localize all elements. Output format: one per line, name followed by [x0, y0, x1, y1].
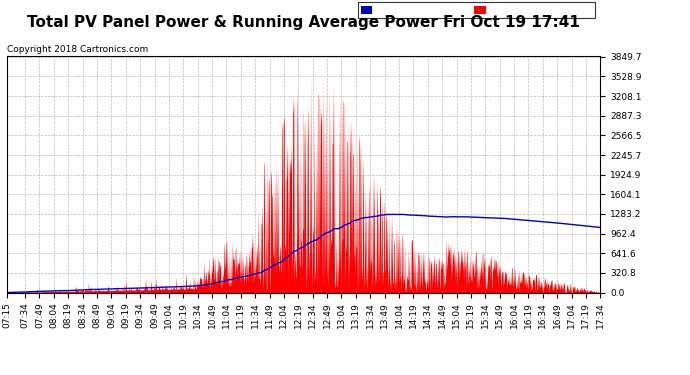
Text: Copyright 2018 Cartronics.com: Copyright 2018 Cartronics.com	[7, 45, 148, 54]
Legend: Average (DC Watts), PV Panels (DC Watts): Average (DC Watts), PV Panels (DC Watts)	[358, 2, 595, 18]
Text: Total PV Panel Power & Running Average Power Fri Oct 19 17:41: Total PV Panel Power & Running Average P…	[27, 15, 580, 30]
